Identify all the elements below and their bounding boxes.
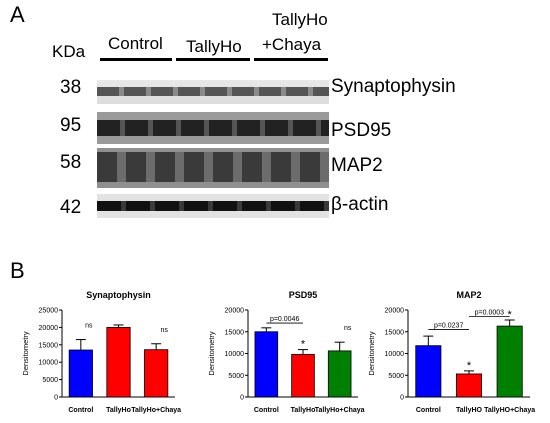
protein-beta-actin: β-actin [331,194,389,215]
chart-1-x-tick-label: TallyHo+Chaya [315,407,365,414]
kda-label: KDa [52,42,86,61]
chart-1-annotation: * [301,339,306,351]
chart-2-annotation: * [508,309,513,321]
chart-0-x-tick-label: TallyHo+Chaya [131,407,181,414]
chart-0-bar [106,326,131,398]
group-label-tallyho-chaya-line1: TallyHo [272,10,328,29]
chart-0-y-label: Densitometry [21,331,30,375]
chart-1-y-label: Densitometry [207,331,216,375]
chart-0-x-tick-label: Control [68,407,93,414]
chart-2-x-tick-label: Control [416,407,441,414]
chart-1-y-tick-label: 5000 [228,373,244,380]
chart-1-bar [291,353,315,398]
chart-2-comparison-label: p=0.0003 [475,310,504,317]
chart-0-x-tick-label: TallyHo [106,407,131,414]
group-label-tallyho: TallyHo [186,37,242,56]
blot-map2 [97,148,329,188]
chart-1-annotation: ns [344,325,352,332]
chart-2-bar [415,345,442,398]
chart-1-comparison-label: p=0.0046 [270,316,299,323]
chart-0-y-tick-label: 0 [54,395,58,402]
chart-0-y-tick-label: 20000 [39,325,59,332]
chart-2-y-tick-label: 5000 [388,373,404,380]
mw-58: 58 [60,152,82,173]
chart-1-title: PSD95 [289,290,318,300]
chart-2-title: MAP2 [456,290,481,300]
chart-1-x-tick-label: TallyHo [291,407,316,414]
chart-0-bar [68,349,93,398]
protein-map2: MAP2 [331,155,383,176]
chart-1-y-tick-label: 10000 [225,351,245,358]
chart-0-y-tick-label: 25000 [39,308,59,315]
group-bar-control [100,58,172,61]
group-bar-chaya [254,58,328,61]
chart-1-x-tick-label: Control [254,407,279,414]
group-label-tallyho-chaya-line2: +Chaya [262,35,322,54]
chart-2-x-tick-label: TallyHO+Chaya [484,407,535,414]
chart-1-bar [254,331,279,398]
chart-0-bar [144,349,169,398]
chart-0-annotation: ns [160,327,168,334]
panel-a-letter: A [10,2,25,27]
chart-2-y-tick-label: 10000 [385,351,405,358]
protein-psd95: PSD95 [331,120,392,141]
chart-0-title: Synaptophysin [86,290,151,300]
chart-0-y-tick-label: 15000 [39,342,59,349]
chart-2-y-tick-label: 0 [400,395,404,402]
group-bar-tallyho [176,58,250,61]
blot-psd95 [97,112,329,144]
mw-95: 95 [60,115,82,136]
blot-beta-actin [97,194,329,218]
chart-0-y-tick-label: 10000 [39,360,59,367]
chart-1-bar [327,350,352,398]
chart-2-y-tick-label: 15000 [385,329,405,336]
chart-1-y-tick-label: 20000 [225,308,245,315]
chart-0-y-tick-label: 5000 [42,377,58,384]
panel-b-letter: B [10,258,25,283]
chart-1-y-tick-label: 15000 [225,329,245,336]
chart-2-annotation: * [467,360,472,372]
chart-2-y-tick-label: 20000 [385,308,405,315]
mw-42: 42 [60,197,82,218]
chart-1-y-tick-label: 0 [240,395,244,402]
chart-2-bar [455,373,483,398]
mw-38: 38 [60,77,82,98]
chart-2-comparison-label: p=0.0237 [434,323,463,330]
blot-synaptophysin [97,80,329,104]
chart-2-y-label: Densitometry [367,331,376,375]
chart-2-x-tick-label: TallyHO [456,407,482,414]
chart-2-bar [496,325,523,398]
group-label-control: Control [108,34,163,53]
chart-0-annotation: ns [85,323,93,330]
protein-synaptophysin: Synaptophysin [331,76,456,97]
